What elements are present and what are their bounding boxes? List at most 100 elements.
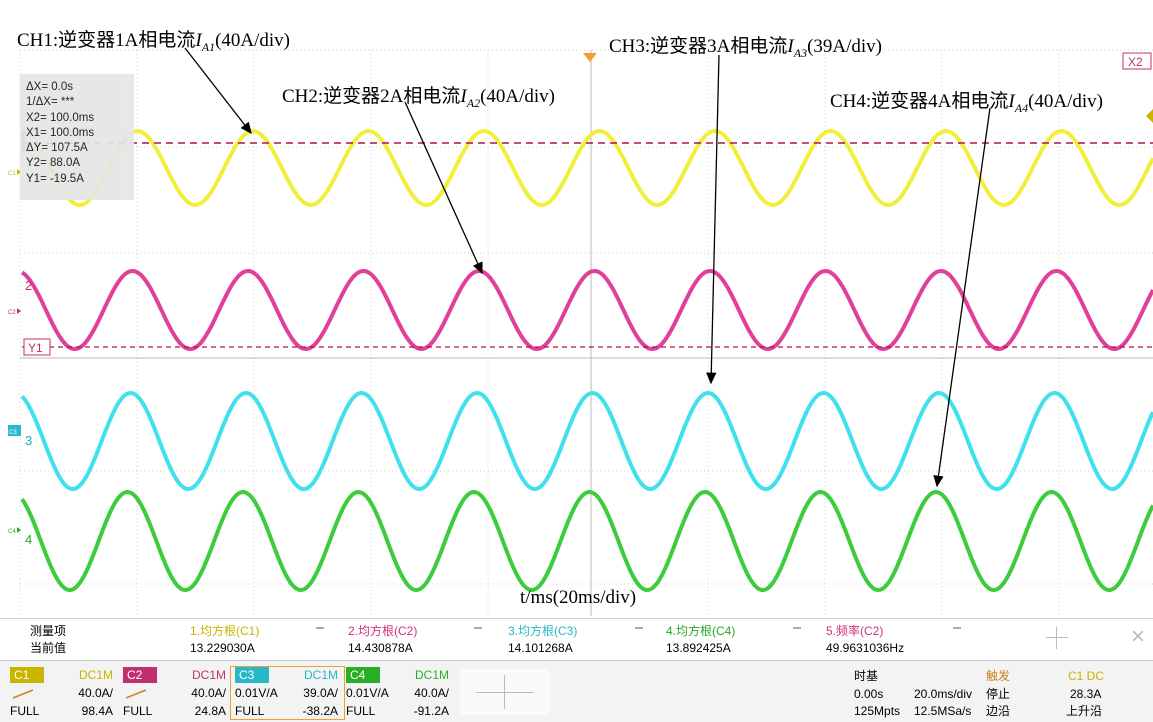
trigger-source: C1 DC [1068,669,1105,683]
channel-2-scale: 40.0A/ [191,686,226,700]
channel-4-settings[interactable]: C4 DC1M 0.01V/A 40.0A/ FULL -91.2A [342,667,455,719]
timebase-title[interactable]: 时基 [854,669,879,683]
cursor-inverse-delta-x: 1/ΔX= *** [26,96,75,109]
measurement-5-name[interactable]: 5.频率(C2) [826,624,884,638]
timebase-rate: 12.5MSa/s [914,704,972,718]
measurement-2-dash [474,627,482,629]
cursor-y1: Y1= -19.5A [26,172,84,185]
trace-c3 [20,391,1153,491]
measurement-4-value: 13.892425A [666,641,731,655]
channel-1-scale: 40.0A/ [78,686,113,700]
ch2-offset-label: C2 [8,310,16,316]
ch1-offset-arrow [17,169,21,175]
ch2-annotation: CH2:逆变器2A相电流IA2(40A/div) [282,86,556,110]
measurement-3-name[interactable]: 3.均方根(C3) [508,624,578,638]
channel-3-offset: -38.2A [302,704,338,718]
measurement-5-dash [953,627,961,629]
measurement-4-dash [793,627,801,629]
measurement-1-name[interactable]: 1.均方根(C1) [190,624,260,638]
channel-3-settings[interactable]: C3 DC1M 0.01V/A 39.0A/ FULL -38.2A [230,666,345,720]
ch3-annotation: CH3:逆变器3A相电流IA3(39A/div) [609,36,883,60]
channel-1-bandwidth: FULL [10,704,40,718]
ch1-arrow [184,47,252,135]
trace-number-2: 2 [25,278,32,293]
ch2-offset-arrow [17,308,21,314]
channel-3-scale: 39.0A/ [303,686,338,700]
trace-number-4: 4 [25,532,32,547]
measurement-4-name[interactable]: 4.均方根(C4) [666,624,736,638]
channel-2-tag[interactable]: C2 [123,667,157,683]
channel-3-bandwidth: FULL [235,704,265,718]
trigger-title[interactable]: 触发 [986,669,1011,683]
channel-4-probe: 0.01V/A [346,686,389,700]
channel-1-settings[interactable]: C1 DC1M 40.0A/ FULL 98.4A [6,667,119,719]
measurement-header: 测量项 [30,624,67,638]
channel-4-scale: 40.0A/ [414,686,449,700]
x2-marker[interactable] [1122,52,1152,70]
channel-4-tag[interactable]: C4 [346,667,380,683]
ch2-arrow [404,101,483,275]
cursor-delta-x: ΔX= 0.0s [26,81,73,93]
measurement-2-value: 14.430878A [348,641,413,655]
channel-3-probe: 0.01V/A [235,686,278,700]
channel-2-coupling: DC1M [191,668,226,682]
measurement-3-dash [635,627,643,629]
channel-1-offset: 98.4A [81,704,113,718]
channel-4-coupling: DC1M [414,668,449,682]
channel-status-bar: C1 DC1M 40.0A/ FULL 98.4A C2 DC1M 40.0A/… [0,660,1153,722]
measurement-2-name[interactable]: 2.均方根(C2) [348,624,418,638]
ch4-offset-arrow [17,527,21,533]
y1-marker-label: Y1 [28,341,43,355]
channel-2-offset: 24.8A [194,704,226,718]
cursor-y2: Y2= 88.0A [26,157,81,170]
trace-c1 [21,129,1153,207]
cursor-x1: X1= 100.0ms [26,126,95,139]
cursor-delta-y: ΔY= 107.5A [26,142,88,155]
cursor-readout: ΔX= 0.0s 1/ΔX= *** X2= 100.0ms X1= 100.0… [20,74,134,200]
x2-marker-label: X2 [1128,55,1143,69]
timebase-scale: 20.0ms/div [914,687,973,701]
measurement-panel: 测量项 当前值 1.均方根(C1) 13.229030A 2.均方根(C2) 1… [0,618,1153,659]
ch3-offset-label: C3 [9,430,17,436]
ch4-annotation: CH4:逆变器4A相电流IA4(40A/div) [830,91,1104,115]
channel-3-coupling: DC1M [303,668,338,682]
y2-edge-marker[interactable] [1146,109,1153,123]
channel-3-tag[interactable]: C3 [235,667,269,683]
trigger-type: 边沿 [986,704,1011,718]
trigger-level: 28.3A [1070,687,1102,701]
trace-c2 [20,269,1153,351]
channel-2-settings[interactable]: C2 DC1M 40.0A/ FULL 24.8A [119,667,232,719]
triangle-down-icon[interactable] [583,53,597,62]
ch4-arrow [933,107,991,488]
ch1-offset-label: C1 [8,171,16,177]
ch1-annotation: CH1:逆变器1A相电流IA1(40A/div) [17,30,291,54]
cursor-x2: X2= 100.0ms [26,111,95,124]
add-channel-icon[interactable] [460,669,550,715]
ch3-offset-marker [8,425,21,436]
y1-marker[interactable] [23,338,51,356]
measurement-1-dash [316,627,324,629]
channel-2-bandwidth: FULL [123,704,153,718]
channel-1-tag[interactable]: C1 [10,667,44,683]
measurement-1-value: 13.229030A [190,641,255,655]
waveform-traces [20,129,1153,592]
x-axis-label: t/ms(20ms/div) [520,587,637,608]
measurement-3-value: 14.101268A [508,641,573,655]
ch3-arrow [706,54,720,385]
measurement-row-label: 当前值 [30,641,67,655]
trigger-slope: 上升沿 [1066,704,1103,718]
trace-number-3: 3 [25,433,32,448]
channel-4-bandwidth: FULL [346,704,376,718]
channel-1-coupling: DC1M [78,668,113,682]
ch4-offset-label: C4 [8,529,16,535]
timebase-memory: 125Mpts [854,704,901,718]
measurement-5-value: 49.9631036Hz [826,641,905,655]
plus-icon[interactable] [1046,627,1068,649]
channel-4-offset: -91.2A [413,704,449,718]
close-icon[interactable]: × [1130,623,1145,650]
timebase-position: 0.00s [854,687,884,701]
channel-1-slope-icon [12,689,34,699]
trace-c4 [20,490,1153,592]
trigger-status: 停止 [986,687,1011,701]
